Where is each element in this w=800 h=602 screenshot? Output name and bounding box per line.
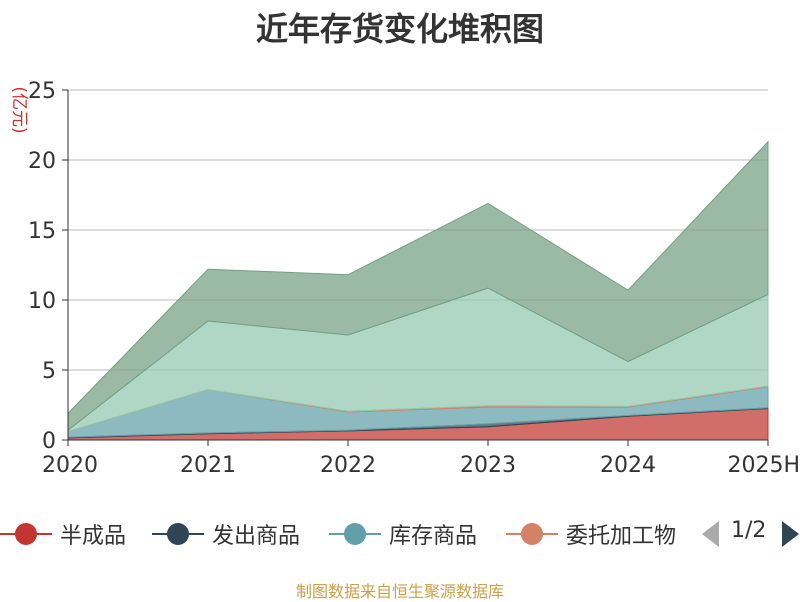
axes: 0 5 10 15 20 25 2020 2021 2022 2023 2024 2025H	[28, 79, 800, 478]
legend-page-indicator: 1/2	[731, 518, 767, 543]
x-tick-label: 2023	[460, 453, 516, 478]
y-tick-label: 15	[28, 219, 56, 244]
y-tick-label: 20	[28, 149, 56, 174]
legend-label: 库存商品	[389, 524, 478, 549]
legend-items: 半成品 发出商品 库存商品 委托加工物	[0, 512, 685, 556]
series-area-5	[67, 140, 769, 432]
y-axis-label: (亿元)	[9, 86, 29, 133]
legend-label: 委托加工物	[566, 524, 677, 549]
x-tick-label: 2022	[320, 453, 376, 478]
legend-item[interactable]: 库存商品	[329, 512, 477, 556]
legend-item[interactable]: 半成品	[0, 512, 126, 556]
legend-prev-page-button[interactable]	[702, 521, 719, 547]
legend-pager: 1/2	[700, 512, 800, 556]
legend-marker-icon	[152, 512, 204, 556]
legend-next-page-button[interactable]	[782, 521, 799, 547]
y-tick-label: 25	[28, 79, 56, 104]
x-tick-label: 2025H	[727, 453, 800, 478]
legend-marker-icon	[329, 512, 381, 556]
series-areas	[67, 140, 769, 441]
legend-marker-icon	[0, 512, 52, 556]
chart-title: 近年存货变化堆积图	[255, 10, 544, 48]
legend-item[interactable]: 委托加工物	[506, 512, 676, 556]
legend-label: 半成品	[60, 524, 127, 549]
legend: 半成品 发出商品 库存商品 委托加工物 1/2	[0, 512, 800, 556]
legend-label: 发出商品	[212, 524, 301, 549]
y-tick-label: 10	[28, 289, 56, 314]
x-tick-label: 2024	[600, 453, 656, 478]
x-tick-label: 2020	[42, 453, 98, 478]
data-source-note: 制图数据来自恒生聚源数据库	[295, 582, 504, 601]
y-tick-label: 0	[42, 429, 56, 454]
legend-marker-icon	[506, 512, 558, 556]
x-tick-label: 2021	[180, 453, 236, 478]
y-tick-label: 5	[42, 359, 56, 384]
legend-item[interactable]: 发出商品	[152, 512, 300, 556]
